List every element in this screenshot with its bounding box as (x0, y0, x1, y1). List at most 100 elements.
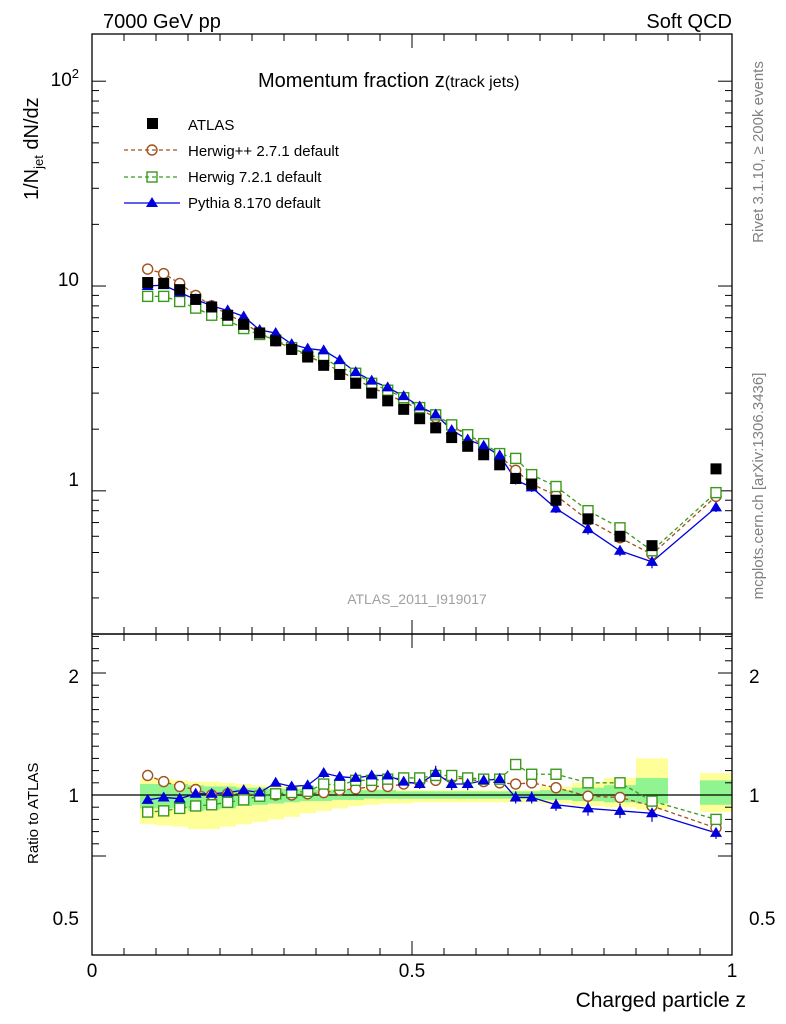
legend-label-atlas: ATLAS (188, 117, 234, 134)
main-point-pythia (493, 449, 506, 460)
main-point-atlas (350, 377, 362, 389)
ratio-point-pythia (349, 771, 362, 782)
main-point-herwig7 (550, 480, 562, 493)
ratio-point-herwigpp (173, 780, 186, 793)
main-ytick-label-100: 102 (51, 66, 79, 91)
ratio-point-pythia (173, 792, 186, 803)
ratio-point-pythia (509, 791, 522, 802)
ratio-series (141, 758, 722, 839)
ratio-point-pythia (333, 770, 346, 781)
main-point-herwig7 (509, 452, 522, 465)
main-point-pythia (365, 374, 378, 385)
main-point-pythia (349, 366, 362, 377)
ratio-point-herwig7 (614, 777, 626, 789)
ratio-point-herwig7 (189, 800, 202, 812)
ratio-point-pythia (525, 791, 538, 802)
xtick-label-0.5: 0.5 (399, 961, 425, 982)
main-point-atlas (510, 472, 522, 484)
legend-label-herwigpp: Herwig++ 2.7.1 default (188, 143, 340, 160)
main-point-atlas (174, 284, 186, 296)
rivet-text: Rivet 3.1.10, ≥ 200k events (750, 61, 767, 243)
main-point-atlas (190, 293, 202, 305)
ratio-point-pythia (614, 804, 626, 815)
main-point-pythia (413, 400, 426, 411)
ratio-point-herwigpp (582, 790, 594, 802)
ratio-point-herwigpp (157, 775, 170, 788)
ratio-point-pythia (646, 807, 658, 818)
main-point-atlas (646, 540, 658, 552)
main-point-pythia (317, 344, 330, 355)
ratio-point-herwigpp (509, 778, 522, 790)
ratio-point-pythia (317, 767, 330, 778)
ratio-point-pythia (445, 778, 458, 789)
main-point-pythia (646, 555, 658, 566)
legend-marker-herwig7 (146, 171, 158, 183)
main-point-atlas (222, 309, 234, 321)
legend-marker-atlas (147, 118, 158, 129)
ratio-point-herwig7 (550, 768, 562, 780)
ratio-point-herwig7 (333, 779, 346, 791)
main-point-atlas (366, 387, 378, 399)
main-point-pythia (614, 544, 626, 555)
main-ytick-label-1: 1 (68, 470, 79, 491)
ratio-point-pythia (381, 769, 394, 780)
analysis-watermark: ATLAS_2011_I919017 (347, 591, 487, 607)
ratio-point-herwig7 (509, 758, 522, 771)
ratio-point-pythia (493, 773, 506, 784)
ratio-ylabel: Ratio to ATLAS (25, 763, 42, 864)
main-point-atlas (414, 413, 426, 425)
main-point-pythia (301, 342, 314, 353)
mcplots-text: mcplots.cern.ch [arXiv:1306.3436] (750, 373, 767, 600)
main-point-atlas (254, 327, 266, 339)
main-point-pythia (550, 502, 562, 513)
main-point-pythia (710, 501, 722, 512)
ratio-ytick-label-0.5: 0.5 (53, 909, 79, 930)
axes (91, 33, 733, 956)
main-point-herwigpp (141, 263, 154, 275)
ratio-point-pythia (157, 791, 170, 802)
band-inner-bin (700, 780, 732, 805)
ratio-point-herwigpp (141, 769, 154, 782)
main-point-atlas (550, 494, 562, 506)
header-right: Soft QCD (646, 11, 732, 33)
main-point-atlas (478, 449, 490, 461)
main-ylabel: 1/Njet dN/dz (21, 97, 46, 200)
ratio-point-pythia (269, 776, 282, 787)
main-point-pythia (333, 354, 346, 365)
main-point-atlas (430, 422, 442, 434)
ratio-point-pythia (461, 778, 474, 789)
ratio-point-herwig7 (710, 813, 722, 826)
main-line-herwigpp (147, 268, 717, 556)
ratio-point-herwig7 (646, 795, 658, 807)
ratio-point-pythia (253, 786, 266, 797)
main-point-atlas (710, 463, 722, 475)
main-point-herwig7 (157, 290, 170, 303)
main-title: Momentum fraction z(track jets) (258, 70, 519, 92)
main-point-atlas (302, 351, 314, 363)
legend-label-herwig7: Herwig 7.2.1 default (188, 169, 322, 186)
main-point-atlas (382, 395, 394, 407)
legend-label-pythia: Pythia 8.170 default (188, 195, 321, 212)
ratio-point-herwig7 (221, 796, 234, 809)
main-point-atlas (494, 459, 506, 471)
main-point-atlas (582, 513, 594, 525)
ratio-point-herwig7 (237, 794, 250, 806)
ratio-point-herwig7 (582, 777, 594, 789)
ratio-point-pythia (365, 769, 378, 780)
main-point-pythia (237, 310, 250, 321)
main-point-atlas (238, 318, 250, 330)
ratio-point-pythia (285, 780, 298, 791)
main-point-herwigpp (157, 267, 170, 280)
xaxis-label: Charged particle z (576, 989, 746, 1012)
main-point-atlas (270, 335, 282, 347)
main-point-atlas (446, 432, 458, 444)
ratio-point-pythia (237, 784, 250, 795)
ratio-point-pythia (397, 775, 410, 786)
main-point-atlas (398, 403, 410, 415)
ratio-point-herwig7 (317, 778, 330, 790)
ratio-point-herwigpp (550, 781, 562, 794)
ratio-point-herwig7 (205, 799, 218, 811)
main-point-atlas (206, 301, 218, 313)
ratio-ytick-label-1-right: 1 (749, 786, 760, 807)
